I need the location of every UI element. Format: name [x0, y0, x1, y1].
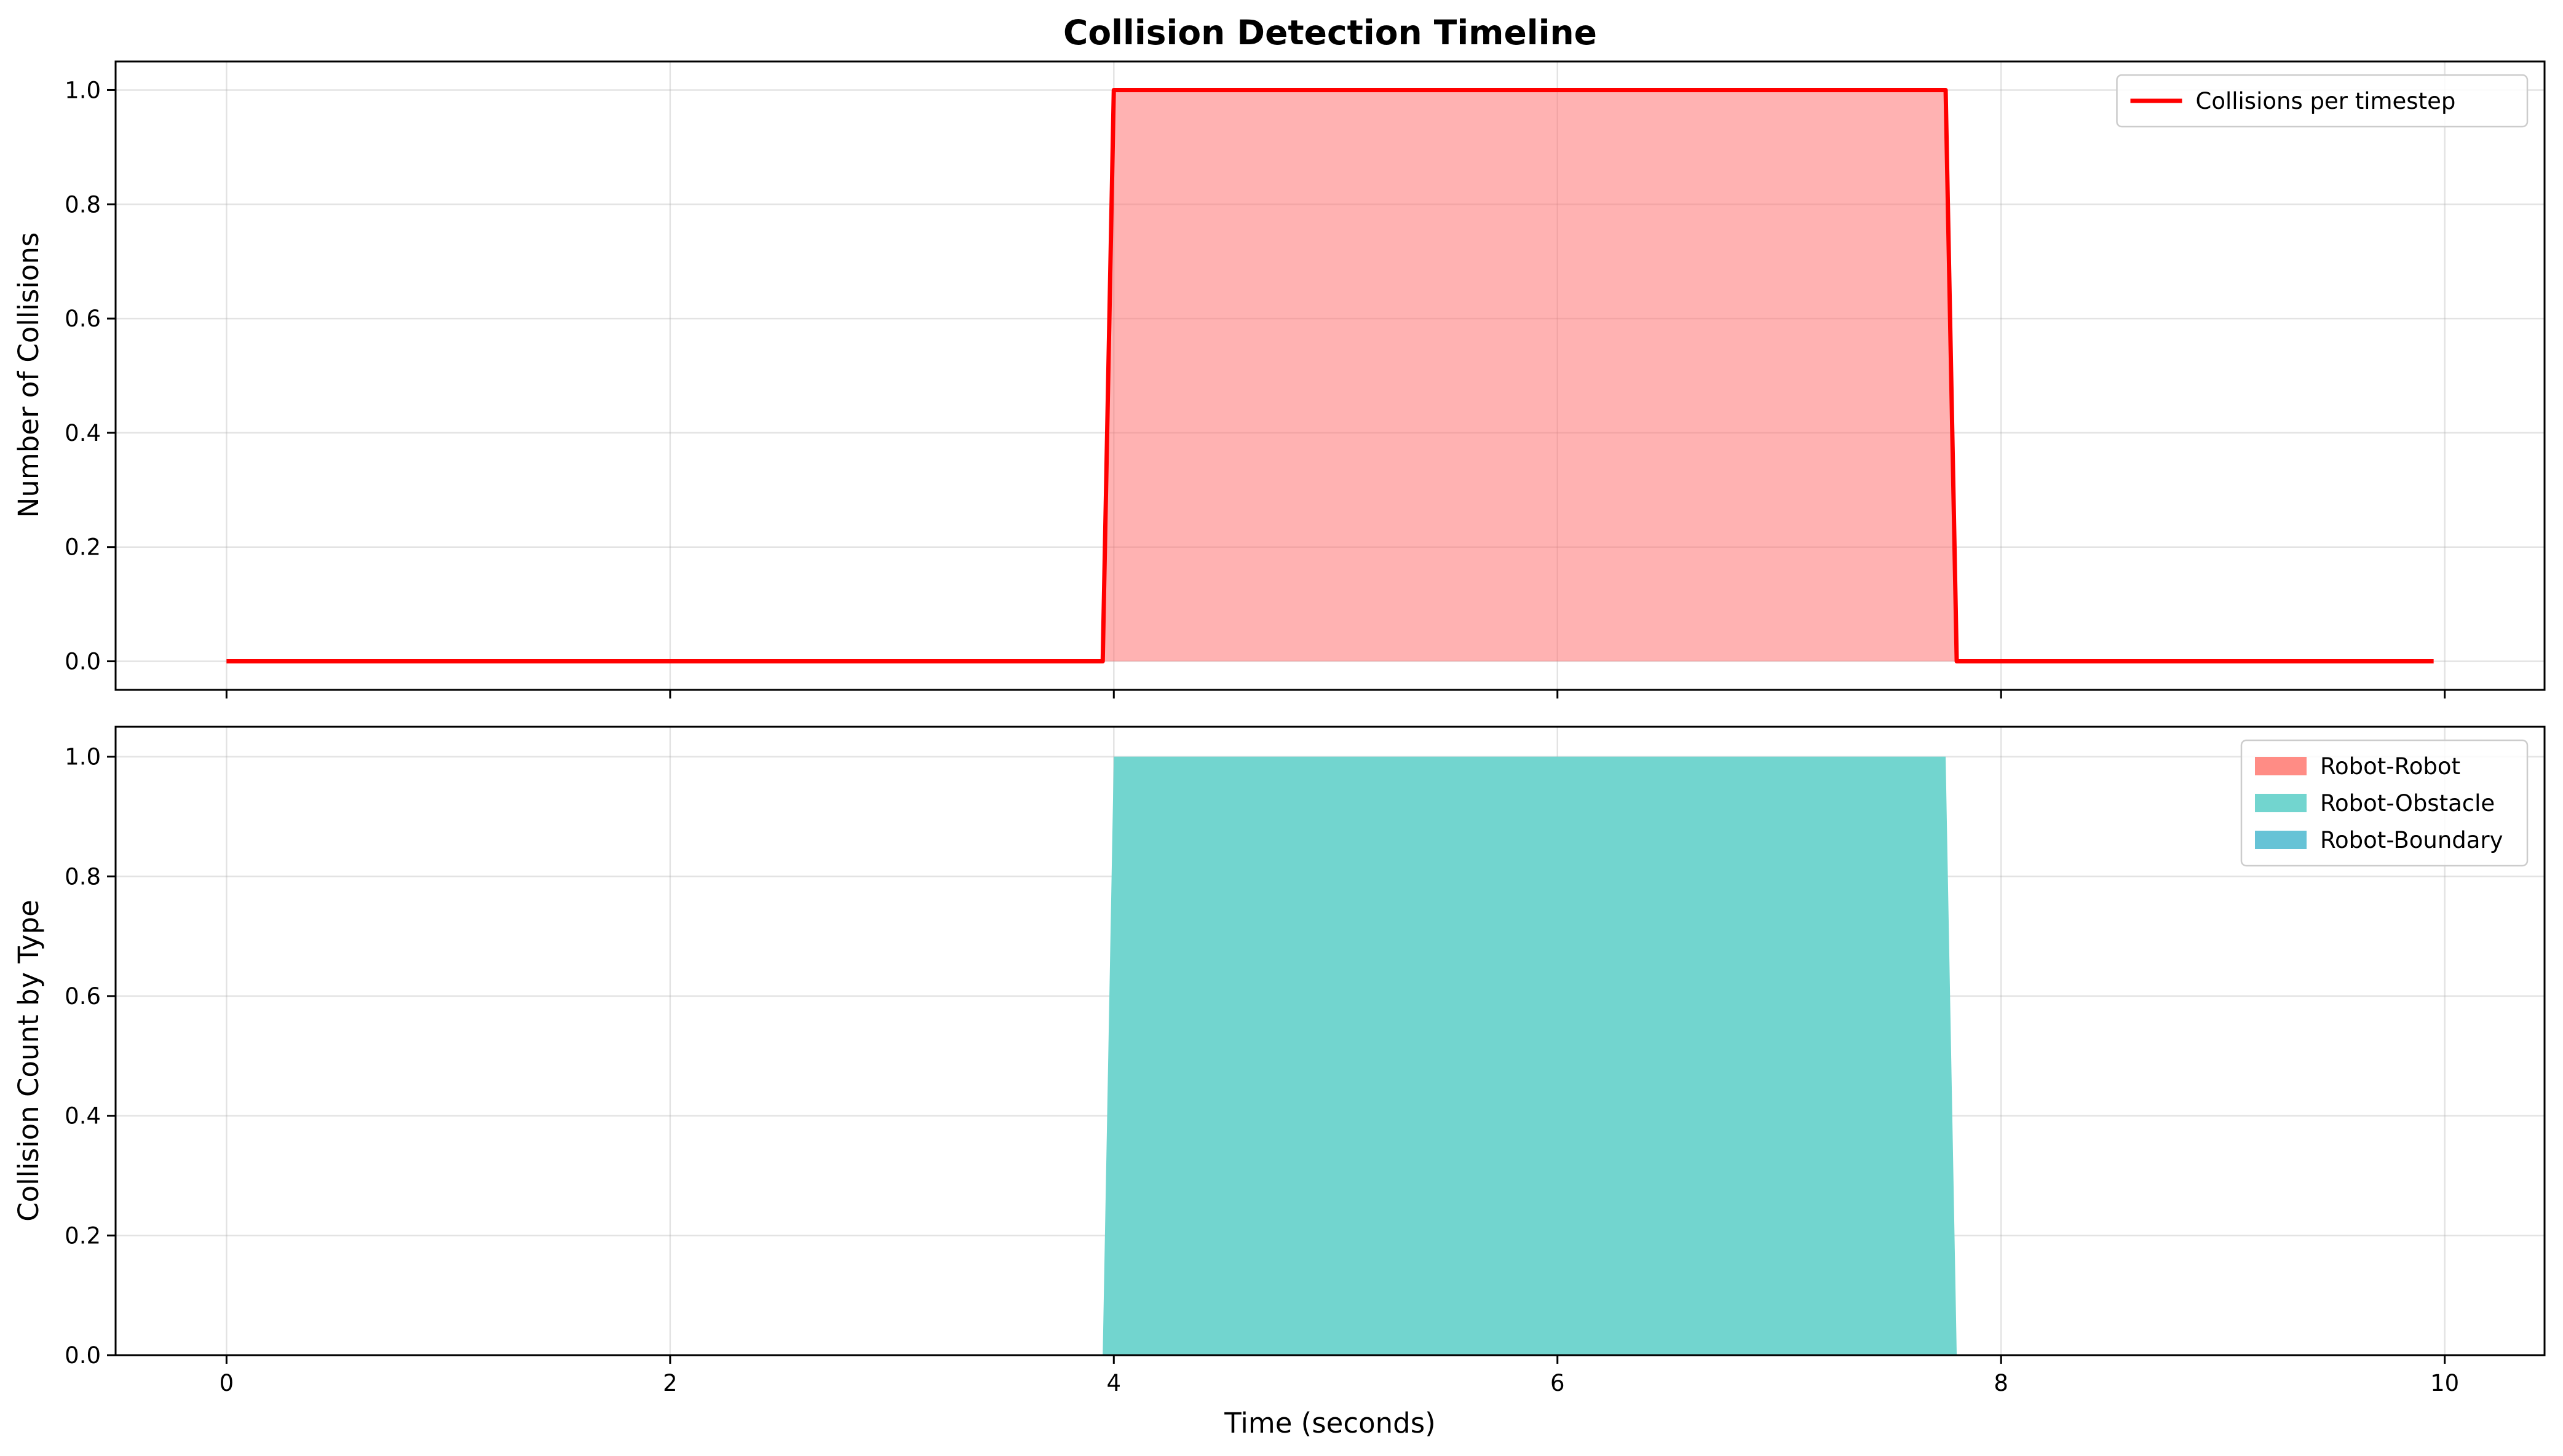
series-line-0: [226, 87, 2434, 664]
yaxis-label-bottom: Collision Count by Type: [12, 900, 45, 1222]
y-tick-label: 0.8: [65, 191, 101, 218]
chart-title: Collision Detection Timeline: [1063, 13, 1597, 52]
legend-swatch-patch: [2255, 794, 2307, 812]
y-tick-label: 1.0: [65, 744, 101, 770]
legend-label: Robot-Obstacle: [2320, 790, 2495, 817]
legend: Robot-Robot Robot-Obstacle Robot-Boundary: [2240, 739, 2529, 867]
x-tick-label: 6: [1550, 1370, 1565, 1396]
y-tick-label: 0.6: [65, 983, 101, 1010]
legend-box: [2240, 739, 2529, 867]
legend-label: Robot-Boundary: [2320, 827, 2503, 853]
y-tick-label: 0.4: [65, 1103, 101, 1130]
x-tick-label: 4: [1107, 1370, 1122, 1396]
legend-swatch-patch: [2255, 831, 2307, 849]
axes-frame: [114, 726, 2546, 1356]
y-tick-label: 0.0: [65, 1342, 101, 1369]
y-tick-label: 0.2: [65, 534, 101, 561]
x-tick-label: 0: [220, 1370, 234, 1396]
legend: Collisions per timestep: [2116, 74, 2529, 128]
y-tick-label: 0.6: [65, 306, 101, 332]
y-tick-label: 0.2: [65, 1222, 101, 1249]
x-tick-label: 2: [663, 1370, 678, 1396]
x-tick-label: 10: [2430, 1370, 2459, 1396]
x-tick-label: 8: [1994, 1370, 2008, 1396]
axes-frame: [114, 60, 2546, 691]
legend-label: Robot-Robot: [2320, 753, 2460, 780]
legend-label: Collisions per timestep: [2196, 88, 2456, 114]
area-series-1: [226, 756, 2434, 1355]
yaxis-label-top: Number of Collisions: [12, 232, 45, 518]
legend-swatch-patch: [2255, 757, 2307, 775]
series-fill-0: [226, 90, 2434, 662]
xaxis-label-bottom: Time (seconds): [1224, 1407, 1435, 1439]
y-tick-label: 0.8: [65, 863, 101, 890]
legend-box: [2116, 74, 2529, 128]
y-tick-label: 0.0: [65, 649, 101, 675]
y-tick-label: 0.4: [65, 420, 101, 446]
y-tick-label: 1.0: [65, 77, 101, 103]
panel-top: 0.0 0.2 0.4 0.6 0.8 1.0 Collisions per timeste…: [65, 60, 2546, 698]
panel-bottom: 0 2 4 6 8 100.00.20.40.60.81.0 Robot-RobotRobo…: [65, 726, 2546, 1396]
